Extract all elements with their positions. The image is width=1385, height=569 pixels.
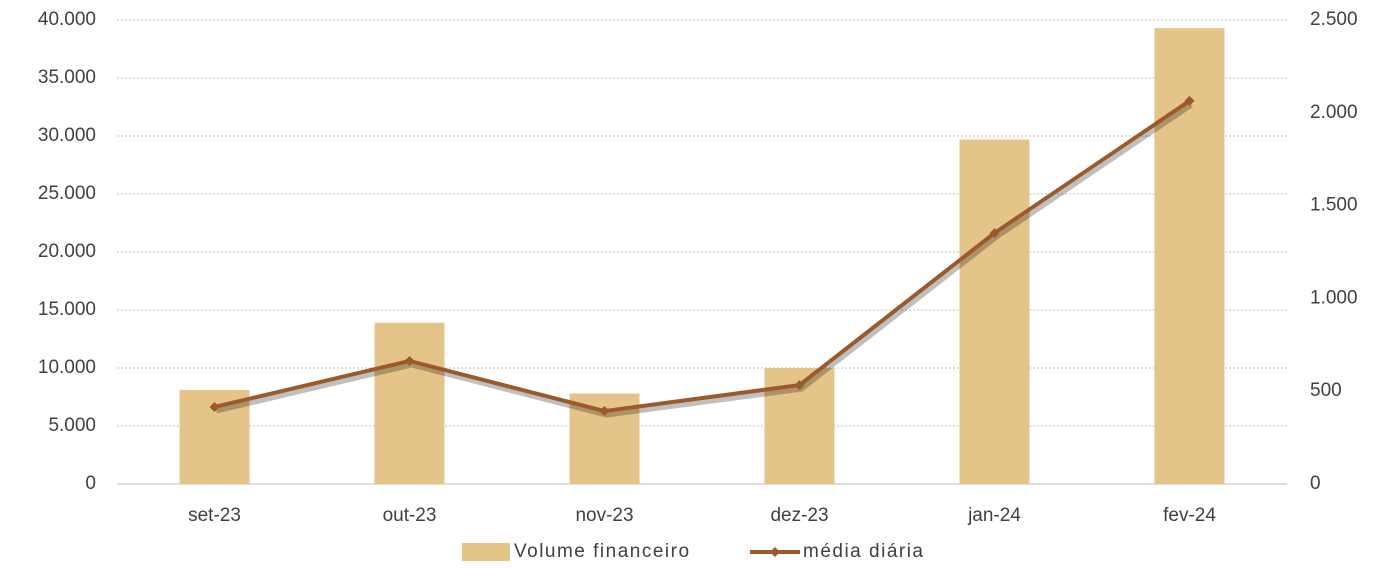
y2-tick-label: 2.500 xyxy=(1310,9,1358,30)
y-tick-label: 10.000 xyxy=(38,357,96,378)
y2-tick-label: 0 xyxy=(1310,473,1321,494)
y-tick-label: 35.000 xyxy=(38,67,96,88)
bar xyxy=(374,322,445,484)
y2-tick-label: 1.500 xyxy=(1310,195,1358,216)
point xyxy=(599,406,610,417)
line-shadow xyxy=(215,102,1193,418)
y2-tick-label: 1.000 xyxy=(1310,287,1358,308)
y-tick-label: 0 xyxy=(85,473,96,494)
point xyxy=(209,401,220,412)
y2-tick-label: 2.000 xyxy=(1310,102,1358,123)
legend-label: média diária xyxy=(803,541,925,562)
point xyxy=(989,228,1000,239)
x-tick-label: set-23 xyxy=(188,505,241,526)
y-tick-label: 30.000 xyxy=(38,125,96,146)
legend-marker xyxy=(770,547,780,557)
y-tick-label: 15.000 xyxy=(38,299,96,320)
x-tick-label: out-23 xyxy=(383,505,437,526)
point xyxy=(794,380,805,391)
line xyxy=(214,99,1191,414)
legend-swatch xyxy=(462,543,510,561)
y-tick-label: 20.000 xyxy=(38,241,96,262)
point xyxy=(404,355,415,366)
bar xyxy=(959,139,1030,485)
legend-label: Volume financeiro xyxy=(514,541,691,562)
y-tick-label: 5.000 xyxy=(48,415,96,436)
y2-tick-label: 500 xyxy=(1310,380,1342,401)
x-tick-label: fev-24 xyxy=(1163,505,1216,526)
y-tick-label: 25.000 xyxy=(38,183,96,204)
y-tick-label: 40.000 xyxy=(38,9,96,30)
x-tick-label: nov-23 xyxy=(575,505,633,526)
x-tick-label: dez-23 xyxy=(770,505,828,526)
point xyxy=(1184,95,1195,106)
x-tick-label: jan-24 xyxy=(967,505,1021,526)
